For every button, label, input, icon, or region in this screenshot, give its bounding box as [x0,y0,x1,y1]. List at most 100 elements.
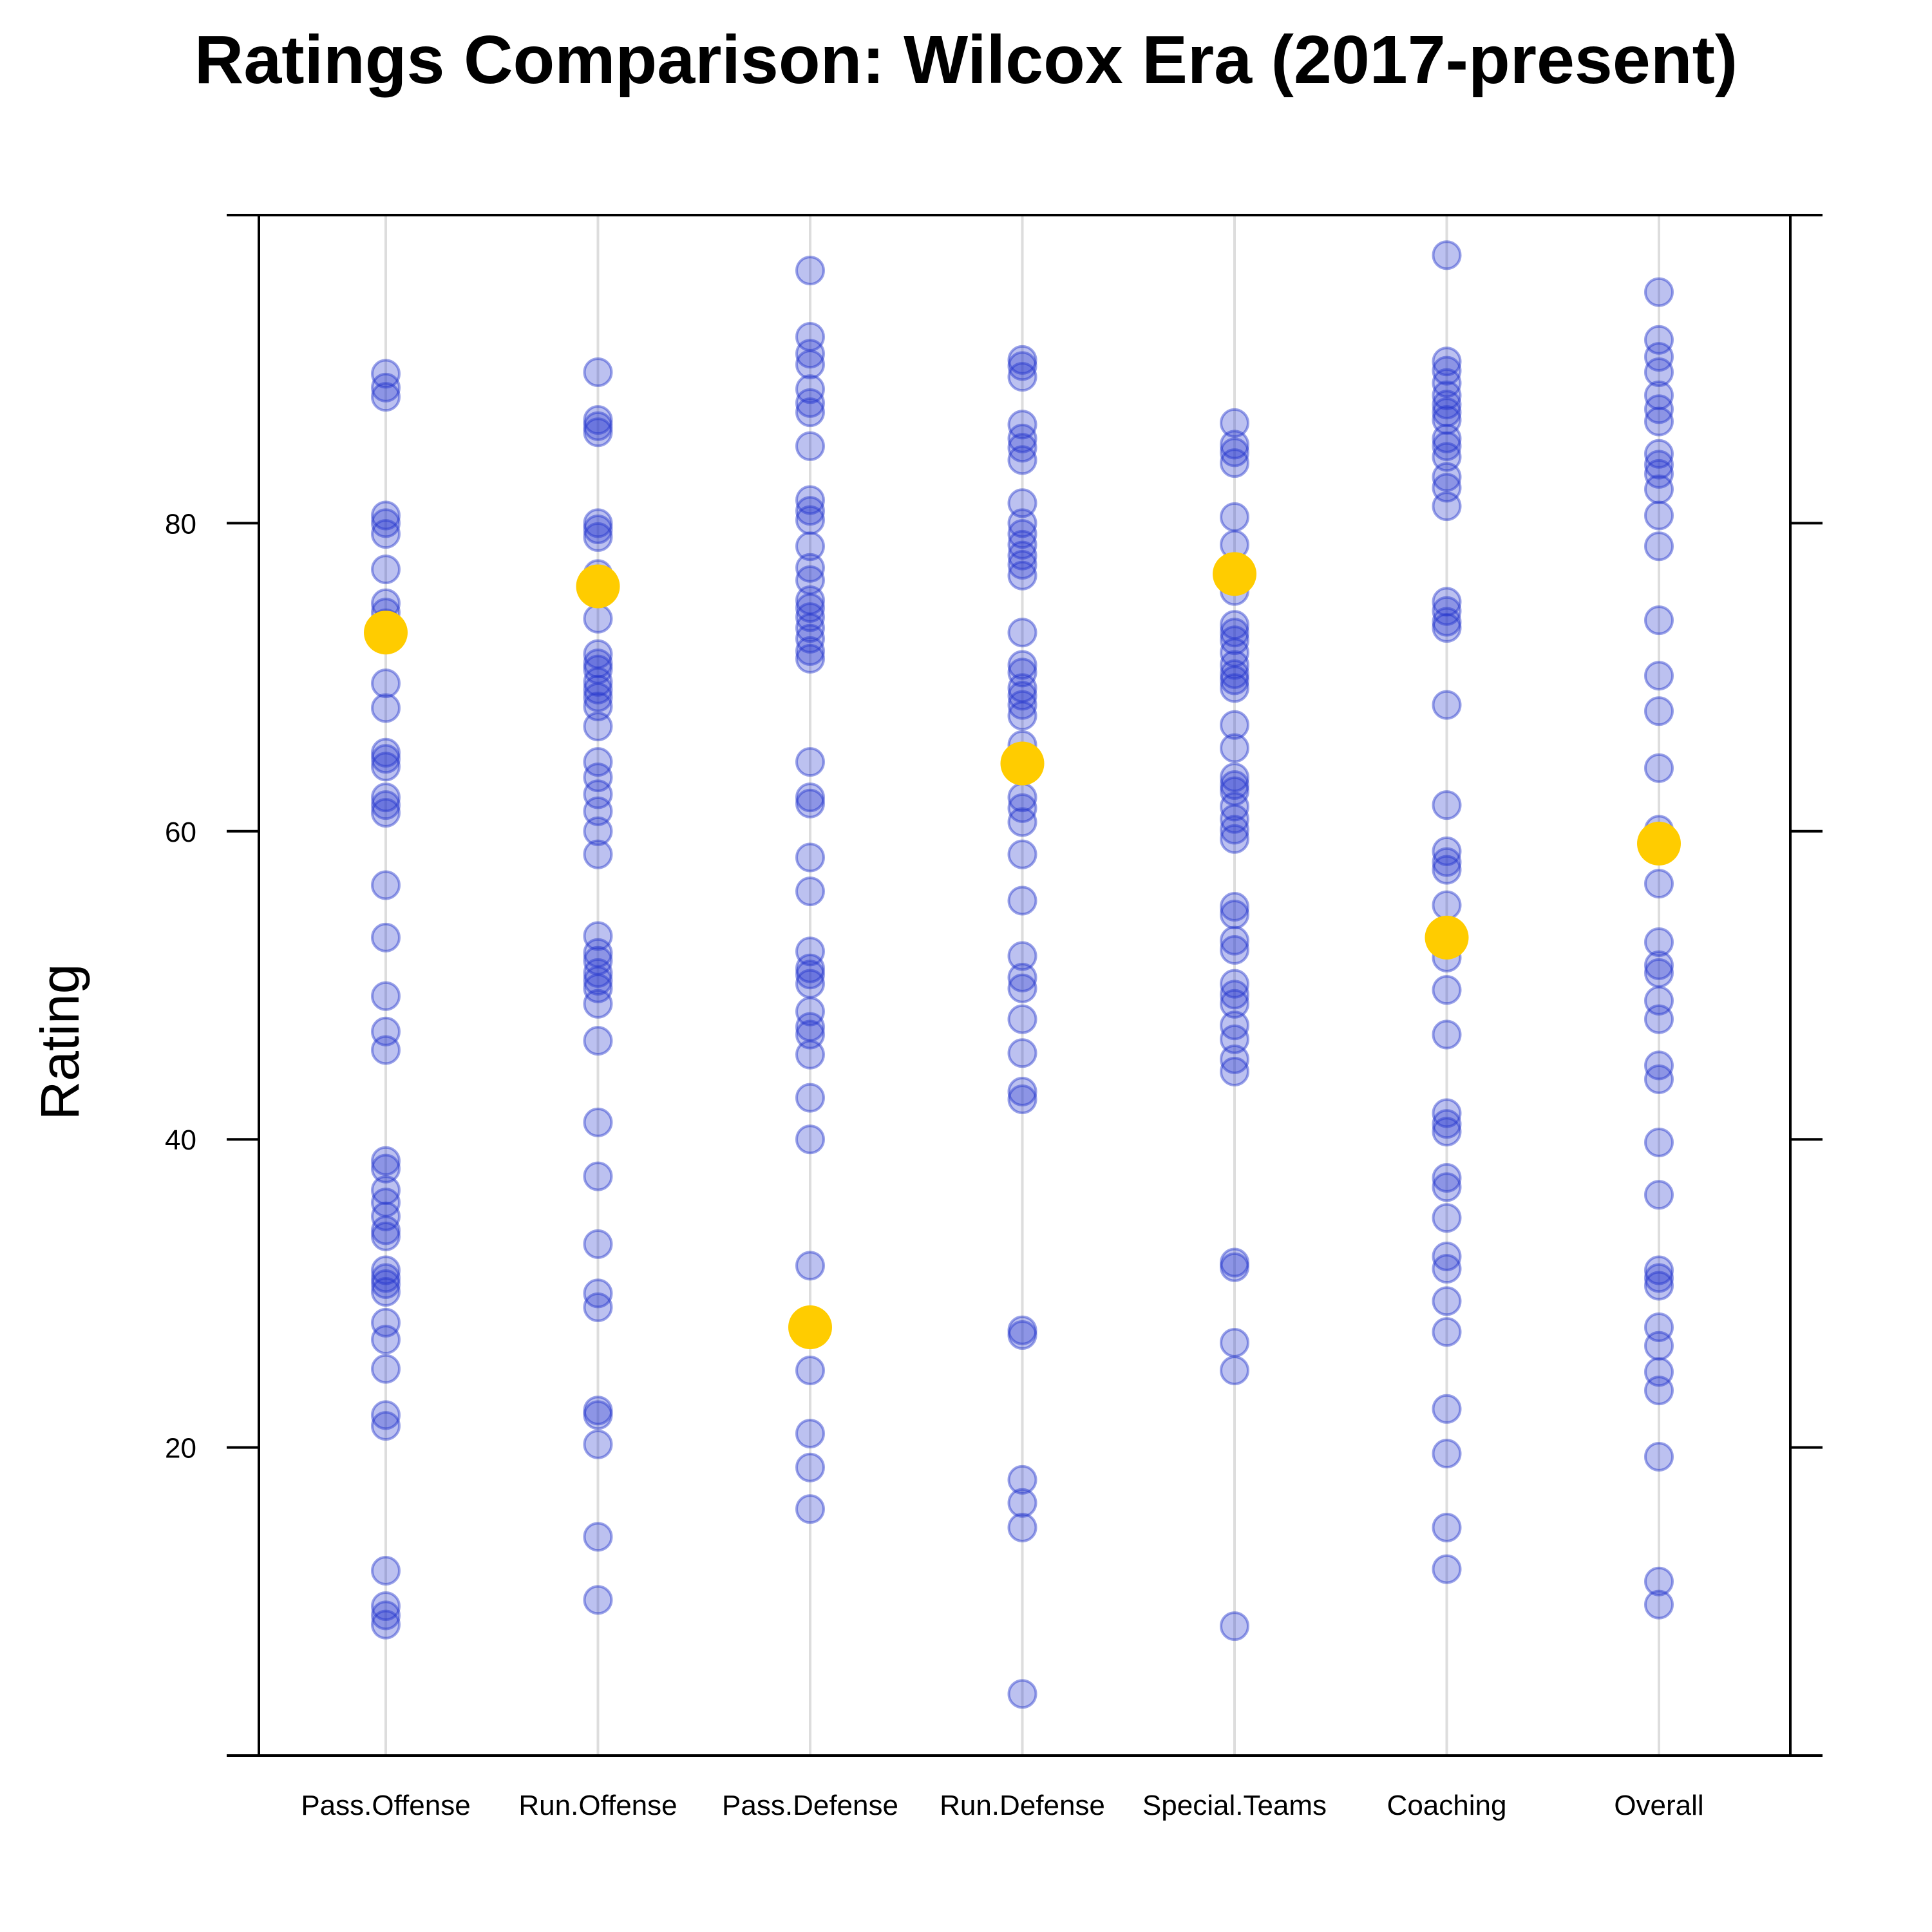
rating-point [1644,459,1674,489]
rating-point [1007,1512,1037,1542]
rating-point [371,1175,401,1206]
rating-point [1007,549,1037,580]
rating-point [1644,406,1674,437]
rating-point [371,1609,401,1640]
rating-point [583,712,613,742]
rating-point [795,1083,825,1113]
rating-point [371,1016,401,1046]
plot-frame [227,214,1823,1757]
rating-point [795,397,825,428]
rating-point [583,1396,613,1426]
rating-point [371,1255,401,1285]
x-tick-label-run-defense: Run.Defense [940,1790,1105,1821]
rating-point [795,953,825,983]
rating-point [371,519,401,549]
rating-point [1007,886,1037,916]
rating-point [1007,519,1037,549]
rating-point [371,1555,401,1586]
rating-point [1220,1327,1249,1358]
rating-point [1432,405,1462,435]
rating-point [1432,1554,1462,1584]
rating-point [583,921,613,951]
rating-point [1432,975,1462,1005]
rating-point [371,359,401,389]
rating-point [583,973,613,1003]
rating-point [1432,240,1462,270]
rating-point [1644,661,1674,691]
rating-point [1432,1109,1462,1139]
rating-point [795,531,825,562]
rating-point [1220,804,1249,834]
rating-point [795,602,825,632]
rating-point [1432,423,1462,453]
rating-point [583,1292,613,1322]
rating-point [1644,1589,1674,1620]
rating-point [1220,650,1249,680]
rating-point [1432,1117,1462,1147]
rating-point [1432,1512,1462,1542]
rating-point [1644,325,1674,355]
x-tick-label-coaching: Coaching [1387,1790,1507,1821]
rating-point [1644,474,1674,504]
rating-point [583,405,613,435]
rating-point [1644,1271,1674,1301]
rating-point [1007,1464,1037,1495]
rating-point [583,667,613,697]
rating-point [1644,500,1674,531]
rating-point [1432,607,1462,637]
y-axis-label: Rating [30,964,90,1121]
rating-point [795,876,825,907]
rating-point [371,1277,401,1307]
rating-point [795,565,825,595]
rating-point [371,382,401,412]
rating-point [795,592,825,623]
rating-point [371,1591,401,1621]
rating-point [1644,357,1674,387]
rating-point [1432,1317,1462,1347]
rating-point [795,350,825,380]
rating-point [1220,925,1249,956]
rating-point [1007,839,1037,869]
rating-point [1220,776,1249,806]
rating-point [371,508,401,538]
rating-point [1644,1357,1674,1387]
rating-point [1432,847,1462,877]
rating-point [1007,433,1037,463]
rating-point [583,514,613,544]
rating-point [1007,1320,1037,1350]
rating-point [583,989,613,1019]
rating-point [1007,362,1037,392]
rating-point [1007,673,1037,703]
rating-points [371,240,1674,1709]
highlight-point-pass-offense [364,611,408,655]
plot-border [258,214,1792,1757]
rating-point [1220,1252,1249,1282]
rating-point [1220,934,1249,965]
y-tick-label-60: 60 [165,817,196,848]
rating-point [1432,1098,1462,1128]
rating-point [371,1600,401,1631]
rating-point [795,553,825,583]
rating-point [371,744,401,774]
rating-point [1644,950,1674,980]
rating-point [583,692,613,722]
rating-point [1220,430,1249,460]
rating-point [1432,855,1462,885]
rating-point [1220,1010,1249,1041]
rating-point [1432,462,1462,492]
x-tick-label-pass-defense: Pass.Defense [722,1790,898,1821]
rating-point [1007,963,1037,993]
rating-point [1007,345,1037,375]
rating-point [1220,618,1249,648]
highlight-point-run-defense [1000,741,1045,786]
rating-point [371,500,401,531]
rating-point [1007,560,1037,591]
rating-point [371,1188,401,1218]
rating-point [1007,410,1037,440]
rating-point [371,1201,401,1231]
rating-point [1432,390,1462,420]
rating-point [1007,351,1037,381]
rating-point [583,816,613,846]
rating-point [795,585,825,615]
